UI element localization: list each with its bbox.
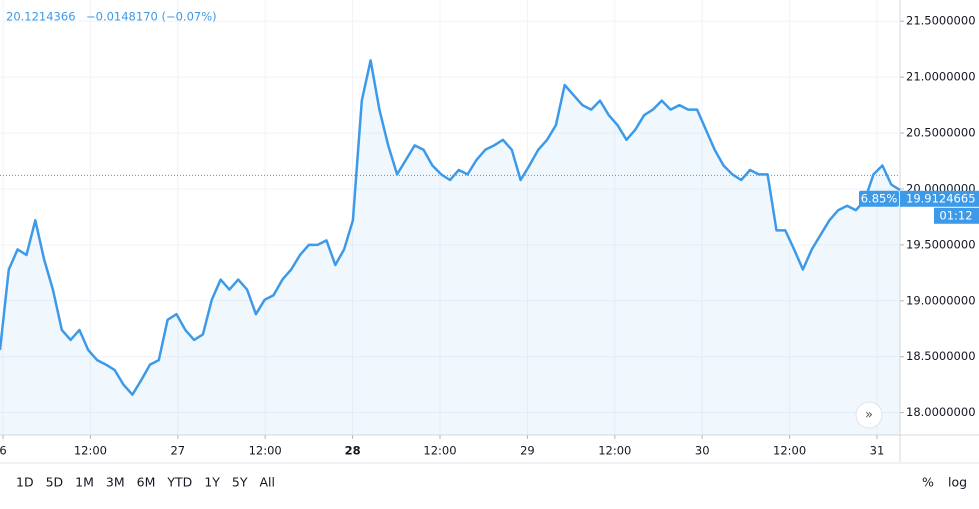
range-button[interactable]: YTD [166, 475, 192, 490]
grid [0, 0, 900, 435]
x-tick-label: 31 [870, 444, 885, 458]
countdown-tag [934, 207, 979, 224]
percent-tag [859, 190, 899, 207]
value-tag-label: 19.9124665 [906, 191, 976, 205]
range-button[interactable]: 5Y [232, 475, 248, 490]
range-button[interactable]: 1Y [204, 475, 220, 490]
y-tick-label: 19.0000000 [906, 293, 976, 307]
x-tick-label: 12:00 [423, 444, 456, 458]
x-tick-label: 12:00 [74, 444, 107, 458]
option-button[interactable]: log [948, 475, 967, 490]
value-tag [900, 190, 979, 207]
x-tick-label: 28 [345, 444, 361, 458]
percent-tag-label: 6.85% [861, 191, 898, 205]
range-button[interactable]: 1D [16, 475, 34, 490]
x-tick-label: 27 [170, 444, 185, 458]
y-tick-label: 21.5000000 [906, 14, 976, 28]
range-button[interactable]: 6M [137, 475, 156, 490]
y-tick-label: 18.0000000 [906, 405, 976, 419]
price-change: −0.0148170 (−0.07%) [86, 10, 217, 24]
range-button[interactable]: 5D [46, 475, 64, 490]
y-tick-label: 21.0000000 [906, 70, 976, 84]
plot [0, 59, 901, 436]
x-tick-label: 12:00 [249, 444, 282, 458]
last-price: 20.1214366 [6, 10, 76, 24]
y-tick-label: 18.5000000 [906, 349, 976, 363]
option-button[interactable]: % [922, 475, 934, 490]
area [0, 60, 900, 436]
range-button[interactable]: 1M [75, 475, 94, 490]
x-tick-label: 29 [520, 444, 535, 458]
axes: 18.0000000 18.5000000 19.0000000 19.5000000… [0, 14, 979, 458]
scroll-icon[interactable]: » [865, 408, 873, 423]
x-tick-label: 6 [0, 444, 7, 458]
x-tick-label: 30 [695, 444, 710, 458]
x-tick-label: 12:00 [773, 444, 806, 458]
countdown-label: 01:12 [939, 208, 972, 222]
scroll-button[interactable] [855, 401, 883, 429]
y-tick-label: 19.5000000 [906, 237, 976, 251]
price-line [0, 59, 901, 396]
range-button[interactable]: All [260, 475, 276, 490]
y-tick-label: 20.5000000 [906, 126, 976, 140]
range-button[interactable]: 3M [106, 475, 125, 490]
x-tick-label: 12:00 [598, 444, 631, 458]
